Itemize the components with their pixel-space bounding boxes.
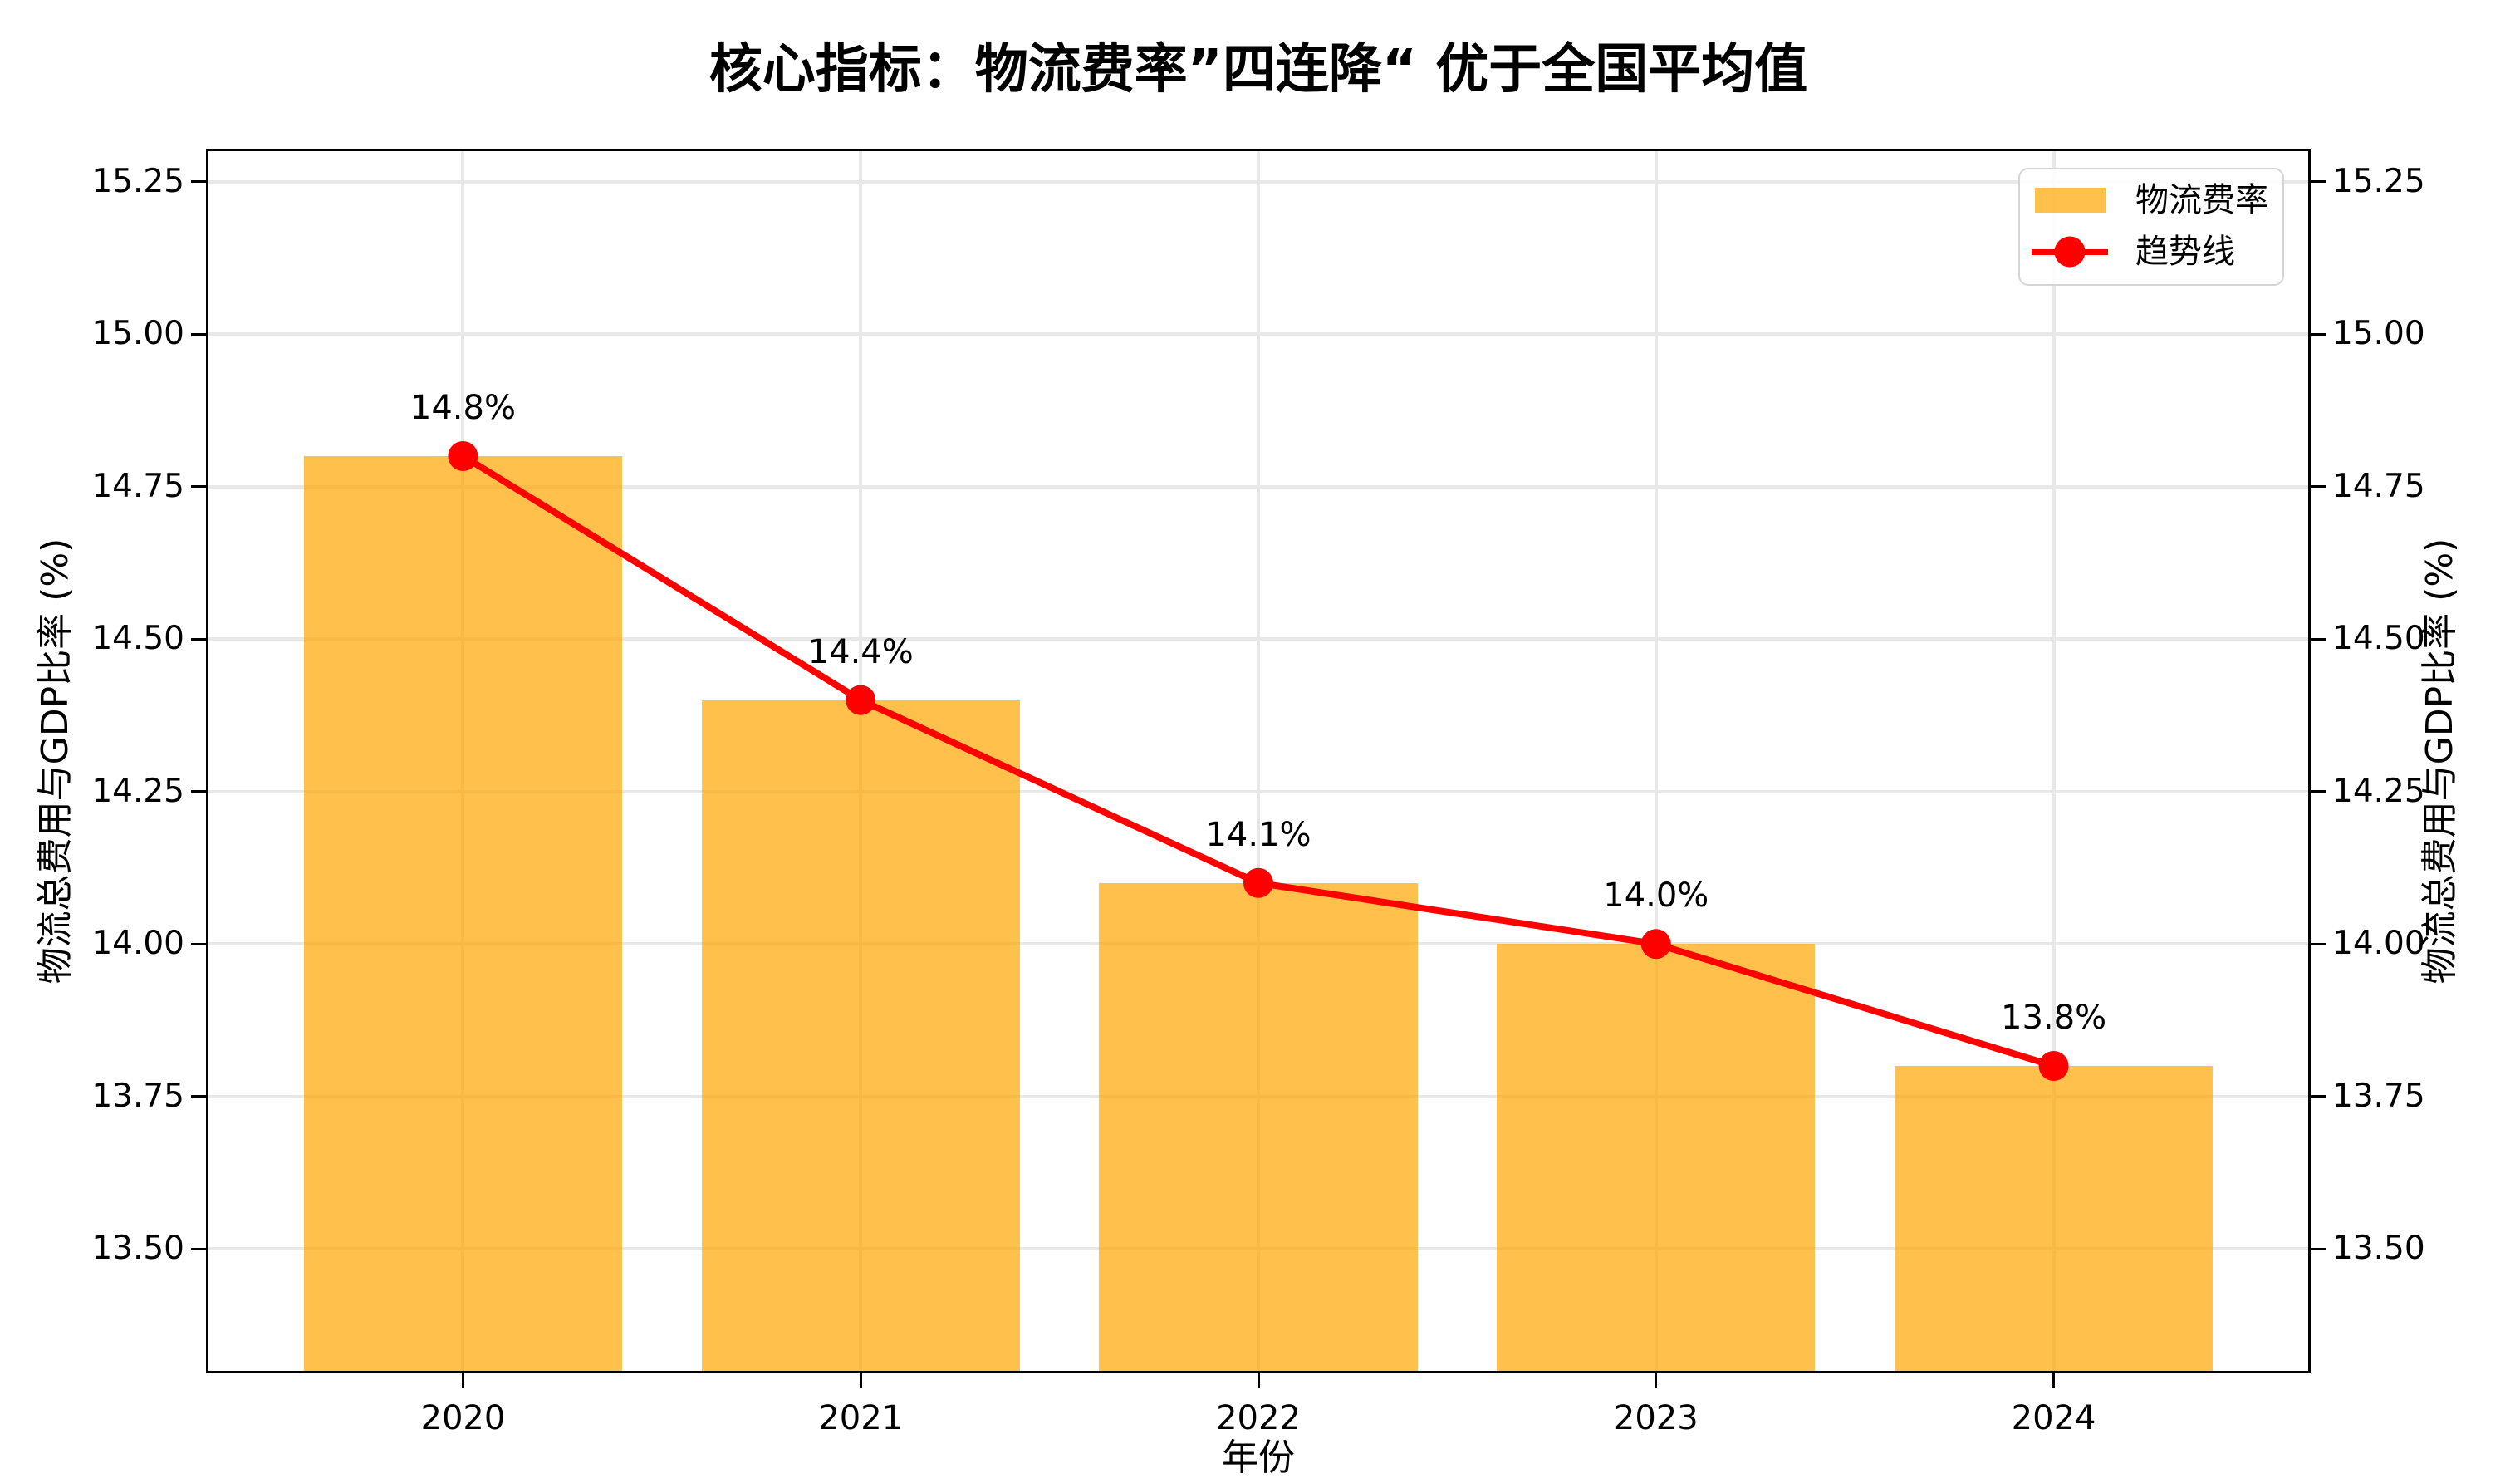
- gridline-h: [208, 484, 2308, 489]
- x-tick-label: 2021: [818, 1399, 904, 1437]
- gridline-h: [208, 789, 2308, 793]
- y-tick-label-left: 15.25: [91, 162, 184, 200]
- x-tick-label: 2022: [1216, 1399, 1301, 1437]
- legend: 物流费率 趋势线: [2018, 168, 2284, 286]
- bar: [1497, 944, 1816, 1371]
- gridline-v: [1654, 151, 1658, 1371]
- y-tick-label-right: 15.00: [2332, 315, 2425, 353]
- y-tick-label-left: 15.00: [91, 315, 184, 353]
- x-axis-tick: [1257, 1373, 1260, 1388]
- y-tick-label-right: 14.25: [2332, 772, 2425, 810]
- bar: [1895, 1066, 2214, 1371]
- bar: [701, 700, 1020, 1371]
- y-axis-tick-right: [2311, 485, 2326, 489]
- trend-line: [448, 441, 2069, 1081]
- y-tick-label-right: 13.75: [2332, 1077, 2425, 1115]
- y-axis-tick-right: [2311, 1095, 2326, 1098]
- bar: [1099, 882, 1418, 1371]
- y-tick-label-right: 14.75: [2332, 467, 2425, 505]
- y-axis-tick-right: [2311, 332, 2326, 336]
- data-point-marker: [846, 685, 876, 715]
- data-label: 13.8%: [2001, 999, 2107, 1037]
- y-axis-tick-right: [2311, 637, 2326, 641]
- y-axis-tick-left: [191, 1247, 206, 1250]
- plot-area: 14.8% 14.4% 14.1% 14.0% 13.8% 物流费率 趋势线: [206, 149, 2311, 1373]
- gridline-v: [2052, 151, 2056, 1371]
- y-axis-tick-right: [2311, 790, 2326, 793]
- gridline-h: [208, 332, 2308, 336]
- legend-label-line: 趋势线: [2135, 233, 2235, 271]
- x-axis-tick: [859, 1373, 862, 1388]
- data-point-marker: [1640, 929, 1671, 960]
- legend-line-sample: [2032, 232, 2108, 272]
- y-axis-tick-left: [191, 1095, 206, 1098]
- x-axis-tick: [2052, 1373, 2056, 1388]
- legend-marker-icon: [2054, 236, 2086, 268]
- y-axis-tick-left: [191, 790, 206, 793]
- data-label: 14.8%: [409, 389, 516, 427]
- y-tick-label-right: 15.25: [2332, 162, 2425, 200]
- y-axis-tick-right: [2311, 942, 2326, 945]
- y-tick-label-right: 14.00: [2332, 925, 2425, 963]
- x-axis-label: 年份: [1222, 1436, 1295, 1479]
- y-tick-label-right: 14.50: [2332, 620, 2425, 658]
- y-axis-tick-right: [2311, 1247, 2326, 1250]
- y-tick-label-left: 14.50: [91, 620, 184, 658]
- trend-polyline: [461, 453, 2055, 1069]
- x-tick-label: 2023: [1613, 1399, 1699, 1437]
- y-axis-tick-left: [191, 332, 206, 336]
- y-tick-label-right: 13.50: [2332, 1230, 2425, 1268]
- y-axis-label-right: 物流总费用与GDP比率 (%): [2419, 538, 2461, 985]
- legend-line-icon: [2032, 236, 2108, 268]
- y-tick-label-left: 14.00: [91, 925, 184, 963]
- x-tick-label: 2020: [420, 1399, 506, 1437]
- data-label: 14.4%: [807, 632, 914, 671]
- legend-bar-sample: [2032, 180, 2108, 220]
- y-axis-label-left: 物流总费用与GDP比率 (%): [34, 538, 76, 985]
- legend-label-bar: 物流费率: [2135, 181, 2268, 219]
- y-axis-tick-left: [191, 180, 206, 184]
- y-axis-tick-right: [2311, 180, 2326, 184]
- data-point-marker: [2038, 1051, 2069, 1081]
- chart-title: 核心指标：物流费率”四连降“ 优于全国平均值: [708, 39, 1808, 101]
- data-point-marker: [1243, 867, 1273, 898]
- y-axis-tick-left: [191, 637, 206, 641]
- data-label: 14.0%: [1603, 877, 1709, 916]
- y-axis-tick-left: [191, 942, 206, 945]
- x-axis-tick: [461, 1373, 464, 1388]
- legend-bar-swatch-icon: [2034, 188, 2106, 213]
- y-tick-label-left: 13.50: [91, 1230, 184, 1268]
- bar: [303, 456, 622, 1371]
- y-tick-label-left: 14.25: [91, 772, 184, 810]
- legend-item-line: 趋势线: [2032, 232, 2268, 272]
- x-axis-tick: [1655, 1373, 1658, 1388]
- gridline-h: [208, 637, 2308, 641]
- y-tick-label-left: 13.75: [91, 1077, 184, 1115]
- data-label: 14.1%: [1205, 815, 1311, 854]
- data-point-marker: [448, 441, 478, 471]
- gridline-v: [1257, 151, 1260, 1371]
- y-axis-tick-left: [191, 485, 206, 489]
- x-tick-label: 2024: [2011, 1399, 2096, 1437]
- y-tick-label-left: 14.75: [91, 467, 184, 505]
- legend-item-bar: 物流费率: [2032, 180, 2268, 220]
- gridline-h: [208, 179, 2308, 184]
